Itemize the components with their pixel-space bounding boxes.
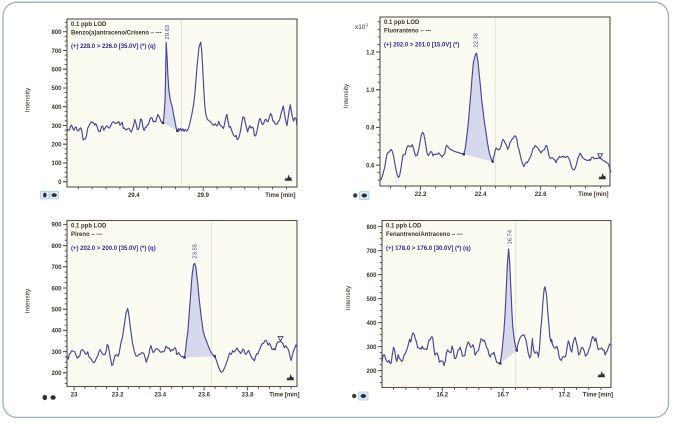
- svg-text:x103: x103: [355, 23, 368, 32]
- svg-text:0.1 ppb LOD: 0.1 ppb LOD: [384, 20, 420, 26]
- svg-text:(+) 228.0 > 226.0 [35.0V] (*): (+) 228.0 > 226.0 [35.0V] (*) (q): [71, 44, 156, 50]
- svg-text:400: 400: [51, 105, 62, 111]
- svg-text:Benzo(a)antraceno/Criseno – --: Benzo(a)antraceno/Criseno – ---: [71, 31, 162, 37]
- svg-text:23.55: 23.55: [193, 244, 199, 259]
- svg-text:23.8: 23.8: [242, 393, 254, 399]
- svg-text:Intensity: Intensity: [343, 83, 350, 108]
- svg-text:0: 0: [58, 180, 62, 186]
- svg-text:600: 600: [366, 273, 377, 279]
- svg-text:800: 800: [366, 225, 377, 231]
- svg-text:22.2: 22.2: [415, 192, 427, 198]
- svg-text:Time [min]: Time [min]: [269, 393, 299, 399]
- svg-text:100: 100: [51, 161, 62, 167]
- svg-text:0.8: 0.8: [366, 126, 375, 132]
- svg-text:800: 800: [51, 244, 62, 250]
- svg-text:23.4: 23.4: [154, 393, 166, 399]
- svg-text:200: 200: [51, 143, 62, 149]
- svg-text:(+) 202.0 > 200.0 [35.0V] (*): (+) 202.0 > 200.0 [35.0V] (*) (q): [71, 246, 156, 252]
- svg-text:1.0: 1.0: [366, 88, 375, 94]
- svg-text:22.6: 22.6: [535, 192, 547, 198]
- svg-text:16.7: 16.7: [497, 393, 509, 399]
- svg-text:700: 700: [366, 249, 377, 255]
- svg-text:23.2: 23.2: [112, 393, 124, 399]
- svg-text:700: 700: [51, 49, 62, 55]
- svg-text:500: 500: [51, 308, 62, 314]
- svg-text:600: 600: [51, 68, 62, 74]
- svg-text:29.4: 29.4: [128, 193, 140, 199]
- svg-text:900: 900: [51, 223, 62, 229]
- svg-text:23.6: 23.6: [198, 393, 210, 399]
- svg-text:0.6: 0.6: [366, 163, 375, 169]
- svg-text:16.74: 16.74: [507, 229, 513, 244]
- svg-text:Time [min]: Time [min]: [583, 393, 613, 399]
- svg-text:29.63: 29.63: [165, 25, 171, 40]
- svg-text:22.38: 22.38: [473, 33, 479, 48]
- svg-text:500: 500: [51, 86, 62, 92]
- svg-text:Time [min]: Time [min]: [265, 193, 295, 199]
- svg-text:Fenantreno/Antraceno – ---: Fenantreno/Antraceno – ---: [386, 232, 463, 238]
- svg-text:700: 700: [51, 265, 62, 271]
- svg-text:(+) 178.0 > 176.0 [30.0V] (*): (+) 178.0 > 176.0 [30.0V] (*) (q): [386, 246, 471, 252]
- svg-text:0.1 ppb LOD: 0.1 ppb LOD: [71, 22, 107, 28]
- svg-text:0.1 ppb LOD: 0.1 ppb LOD: [386, 223, 422, 229]
- svg-text:200: 200: [366, 369, 377, 375]
- svg-text:Time [min]: Time [min]: [578, 192, 608, 198]
- svg-text:Intensity: Intensity: [25, 288, 32, 313]
- svg-text:300: 300: [366, 345, 377, 351]
- svg-text:800: 800: [51, 30, 62, 36]
- svg-text:22.4: 22.4: [475, 192, 487, 198]
- svg-text:300: 300: [51, 124, 62, 130]
- svg-text:400: 400: [51, 329, 62, 335]
- svg-text:0.1 ppb LOD: 0.1 ppb LOD: [71, 223, 107, 229]
- svg-text:Fluoranteno – ---: Fluoranteno – ---: [384, 29, 431, 35]
- svg-text:400: 400: [366, 321, 377, 327]
- svg-text:Pireno – ---: Pireno – ---: [71, 232, 102, 238]
- svg-text:29.9: 29.9: [197, 193, 209, 199]
- svg-text:1.2: 1.2: [366, 50, 375, 56]
- svg-text:23: 23: [71, 393, 78, 399]
- svg-text:Intensity: Intensity: [25, 87, 32, 112]
- svg-text:300: 300: [51, 350, 62, 356]
- svg-text:17.2: 17.2: [558, 393, 570, 399]
- svg-text:16.2: 16.2: [436, 393, 448, 399]
- svg-text:200: 200: [51, 371, 62, 377]
- svg-text:500: 500: [366, 297, 377, 303]
- svg-text:600: 600: [51, 286, 62, 292]
- svg-text:(+) 202.0 > 201.0 [15.0V] (*): (+) 202.0 > 201.0 [15.0V] (*): [384, 42, 459, 48]
- svg-text:Intensity: Intensity: [345, 285, 352, 310]
